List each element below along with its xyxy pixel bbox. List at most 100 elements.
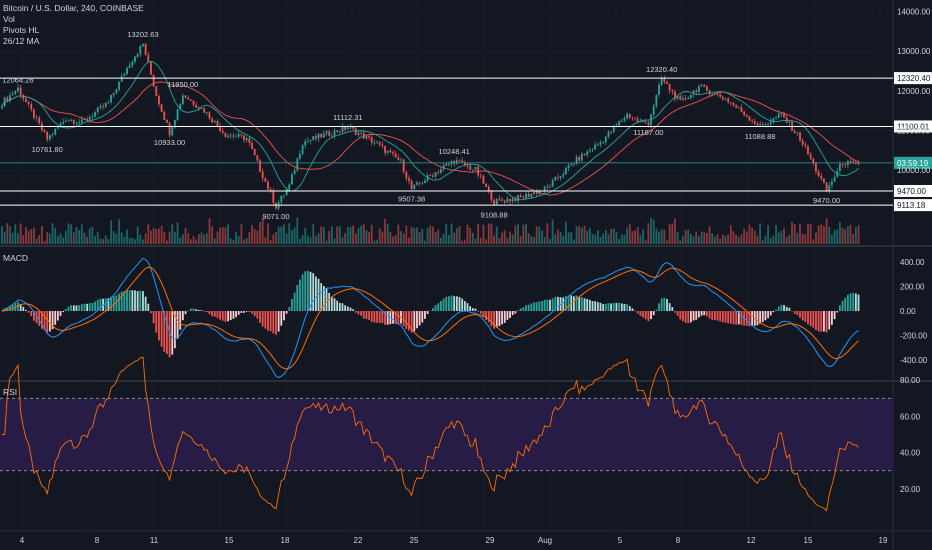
macd-histogram-bar: [708, 311, 711, 319]
macd-histogram-bar: [455, 296, 458, 311]
candle-body: [511, 198, 514, 202]
volume-bar: [139, 234, 142, 244]
candle-body: [200, 108, 203, 109]
macd-histogram-bar: [519, 308, 522, 311]
rsi-axis-tick: 40.00: [900, 449, 921, 458]
macd-histogram-bar: [104, 298, 107, 311]
candle-body: [67, 120, 70, 122]
candle-body: [181, 95, 184, 104]
time-axis-label: 15: [225, 536, 234, 545]
macd-histogram-bar: [815, 311, 817, 331]
candle-body: [131, 61, 134, 66]
volume-bar: [312, 224, 315, 244]
macd-histogram-bar: [442, 298, 445, 311]
macd-histogram-bar: [213, 311, 216, 317]
candle-body: [434, 172, 437, 177]
candle-body: [70, 119, 73, 121]
candle-body: [43, 130, 46, 132]
candle-body: [509, 198, 511, 202]
volume-bar: [719, 238, 722, 244]
macd-histogram-bar: [461, 298, 464, 311]
candle-body: [676, 96, 679, 99]
candle-body: [110, 94, 112, 103]
candle-body: [27, 101, 30, 104]
macd-histogram-bar: [41, 311, 43, 329]
macd-title[interactable]: MACD: [3, 253, 29, 263]
volume-bar: [535, 226, 538, 244]
volume-bar: [192, 236, 195, 244]
candle-body: [102, 105, 104, 107]
candle-body: [80, 119, 83, 123]
volume-bar: [357, 227, 360, 244]
ma-indicator-label[interactable]: 26/12 MA: [3, 36, 40, 46]
volume-bar: [400, 231, 402, 244]
volume-bar: [144, 233, 147, 244]
macd-histogram-bar: [745, 311, 748, 326]
symbol-title[interactable]: Bitcoin / U.S. Dollar, 240, COINBASE: [3, 3, 144, 13]
macd-histogram-bar: [128, 289, 131, 311]
macd-histogram-bar: [192, 308, 195, 311]
volume-bar: [46, 232, 49, 244]
macd-histogram-bar: [158, 311, 160, 341]
candle-body: [615, 125, 618, 127]
macd-histogram-bar: [825, 311, 828, 333]
volume-bar: [261, 217, 264, 244]
rsi-title[interactable]: RSI: [3, 387, 18, 397]
volume-indicator-label[interactable]: Vol: [3, 14, 15, 24]
time-axis-label: Aug: [538, 536, 552, 545]
candle-body: [772, 117, 775, 122]
macd-histogram-bar: [485, 311, 488, 320]
candle-body: [652, 106, 655, 115]
macd-histogram-bar: [783, 305, 785, 311]
macd-histogram-bar: [386, 311, 389, 325]
macd-histogram-bar: [208, 311, 211, 315]
macd-histogram-bar: [437, 303, 440, 311]
candle-body: [711, 94, 714, 96]
candle-body: [147, 54, 150, 62]
volume-bar: [232, 239, 235, 244]
volume-bar: [211, 226, 214, 244]
volume-bar: [325, 240, 328, 244]
macd-histogram-bar: [692, 311, 695, 321]
volume-bar: [314, 236, 317, 244]
volume-bar: [277, 226, 280, 244]
macd-histogram-bar: [99, 298, 102, 311]
macd-histogram-bar: [530, 303, 533, 311]
volume-bar: [227, 224, 229, 244]
candle-body: [213, 120, 216, 123]
volume-bar: [554, 234, 557, 244]
volume-bar: [25, 227, 27, 244]
candle-body: [743, 111, 746, 116]
pivot-label: 12320.40: [646, 65, 677, 74]
volume-bar: [168, 231, 171, 244]
volume-bar: [75, 227, 78, 244]
macd-histogram-bar: [54, 311, 57, 325]
macd-histogram-bar: [525, 305, 527, 311]
macd-histogram-bar: [56, 311, 59, 321]
pivots-indicator-label[interactable]: Pivots HL: [3, 25, 40, 35]
macd-histogram-bar: [759, 311, 761, 324]
candle-body: [349, 126, 352, 128]
volume-bar: [692, 236, 695, 244]
candle-body: [453, 161, 456, 164]
pivot-label: 11950.00: [168, 80, 199, 89]
candle-body: [535, 192, 538, 194]
macd-histogram-bar: [75, 305, 78, 311]
macd-histogram-bar: [735, 311, 738, 325]
volume-bar: [756, 235, 759, 244]
macd-histogram-bar: [807, 311, 809, 325]
candle-body: [469, 165, 472, 170]
candle-body: [490, 190, 493, 201]
volume-bar: [416, 227, 418, 244]
volume-bar: [33, 227, 35, 244]
macd-histogram-bar: [357, 311, 360, 315]
candle-body: [522, 196, 525, 198]
volume-bar: [753, 230, 756, 244]
candle-body: [330, 135, 333, 137]
candle-body: [817, 171, 820, 176]
candle-body: [684, 98, 687, 100]
volume-bar: [376, 239, 378, 244]
time-axis-label: 4: [20, 536, 25, 545]
candle-body: [166, 119, 168, 123]
